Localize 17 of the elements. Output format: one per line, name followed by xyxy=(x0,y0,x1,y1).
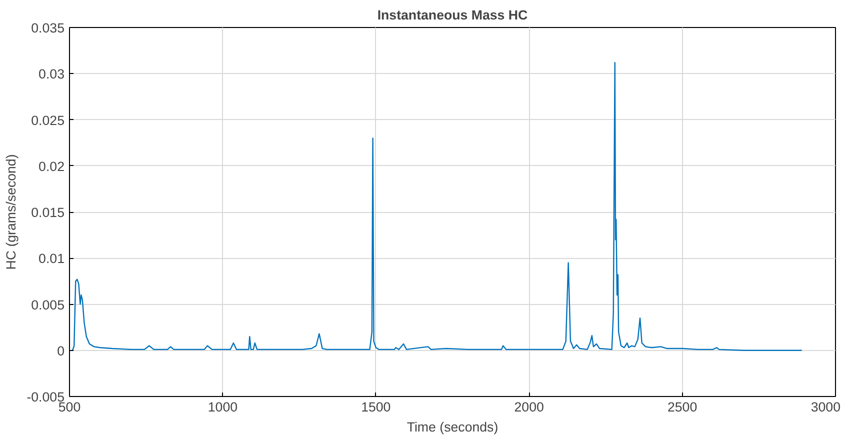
y-tick-label: 0.035 xyxy=(31,20,65,36)
x-axis-title: Time (seconds) xyxy=(406,420,498,434)
y-tick-label: 0.005 xyxy=(31,297,65,312)
x-tick-label: 2000 xyxy=(514,400,544,414)
y-tick-label: 0.025 xyxy=(31,112,65,128)
y-tick-label: 0.01 xyxy=(38,251,65,266)
chart-title: Instantaneous Mass HC xyxy=(377,8,528,22)
y-tick-label: 0.02 xyxy=(38,158,65,174)
y-tick-label: 0.015 xyxy=(31,205,65,220)
y-axis-title: HC (grams/second) xyxy=(4,154,19,270)
x-tick-label: 3000 xyxy=(810,400,841,414)
x-tick-label: 1500 xyxy=(361,400,391,414)
y-tick-label: 0 xyxy=(57,343,65,358)
x-tick-label: 1000 xyxy=(208,400,238,414)
x-tick-label: 2500 xyxy=(667,400,698,414)
y-tick-label: 0.03 xyxy=(38,66,65,82)
line-series xyxy=(72,62,802,351)
